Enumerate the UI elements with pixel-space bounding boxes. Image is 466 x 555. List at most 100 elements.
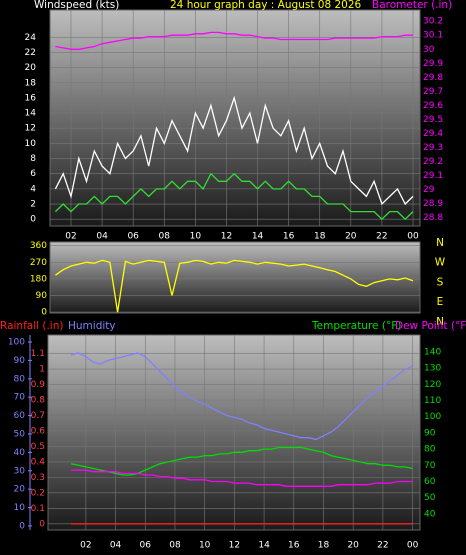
y-tick-label: 0.9 bbox=[31, 380, 46, 390]
y2-tick-label: 29.2 bbox=[423, 157, 443, 167]
y3-tick-label: 60 bbox=[14, 411, 26, 421]
y3-tick-label: 80 bbox=[14, 374, 26, 384]
y-tick-label: 0.2 bbox=[31, 488, 45, 498]
x-tick-label: 22 bbox=[377, 541, 388, 551]
y-tick-label: 0.6 bbox=[31, 426, 46, 436]
y2-tick-label: 29.1 bbox=[423, 171, 443, 181]
y2-tick-label: 90 bbox=[424, 428, 436, 438]
y-tick-label: 22 bbox=[25, 48, 36, 58]
x-tick-label: 02 bbox=[65, 232, 76, 242]
y3-tick-label: 90 bbox=[14, 356, 26, 366]
direction-label: S bbox=[437, 276, 444, 288]
y-tick-label: 0.8 bbox=[31, 396, 46, 406]
x-tick-label: 18 bbox=[318, 541, 330, 551]
y-tick-label: 0 bbox=[30, 215, 36, 225]
y-tick-label: 0.3 bbox=[31, 473, 45, 483]
series-line bbox=[55, 259, 414, 313]
x-tick-label: 12 bbox=[229, 541, 240, 551]
y-tick-label: 4 bbox=[30, 184, 36, 194]
x-tick-label: 10 bbox=[199, 541, 211, 551]
x-tick-label: 16 bbox=[288, 541, 300, 551]
y-tick-label: 18 bbox=[25, 78, 37, 88]
x-tick-label: 14 bbox=[252, 232, 264, 242]
x-tick-label: 20 bbox=[345, 232, 357, 242]
y2-tick-label: 80 bbox=[424, 445, 436, 455]
y2-tick-label: 29 bbox=[423, 185, 435, 195]
series-line bbox=[54, 95, 414, 206]
series-line bbox=[70, 446, 413, 476]
y2-axis-label: Barometer (.in) bbox=[372, 0, 452, 11]
y2-tick-label: 100 bbox=[424, 412, 441, 422]
x-tick-label: 18 bbox=[314, 232, 326, 242]
chart-title: 24 hour graph day : August 08 2026 bbox=[170, 0, 362, 11]
y2-tick-label: 60 bbox=[424, 477, 436, 487]
legend-label: Temperature (°F) bbox=[311, 320, 401, 332]
direction-label: N bbox=[436, 237, 444, 249]
x-tick-label: 14 bbox=[258, 541, 270, 551]
y3-tick-label: 40 bbox=[14, 448, 26, 458]
y3-tick-label: 10 bbox=[14, 503, 26, 513]
legend-label: Humidity bbox=[68, 320, 116, 332]
x-tick-label: 06 bbox=[127, 232, 139, 242]
x-tick-label: 12 bbox=[221, 232, 232, 242]
y3-tick-label: 20 bbox=[14, 485, 26, 495]
y3-tick-label: 50 bbox=[14, 429, 26, 439]
y-tick-label: 16 bbox=[25, 93, 37, 103]
y-tick-label: 0 bbox=[41, 308, 47, 318]
y2-tick-label: 29.4 bbox=[423, 129, 443, 139]
x-tick-label: 10 bbox=[190, 232, 202, 242]
series-line bbox=[71, 469, 413, 487]
y-tick-label: 6 bbox=[30, 169, 36, 179]
y3-tick-label: 30 bbox=[14, 466, 26, 476]
x-tick-label: 06 bbox=[140, 541, 152, 551]
y2-tick-label: 29.6 bbox=[423, 101, 443, 111]
y-tick-label: 0 bbox=[39, 519, 45, 529]
x-tick-label: 02 bbox=[80, 541, 91, 551]
y2-tick-label: 40 bbox=[424, 509, 436, 519]
y-tick-label: 14 bbox=[25, 109, 37, 119]
x-tick-label: 04 bbox=[110, 541, 122, 551]
y-tick-label: 0.1 bbox=[31, 504, 45, 514]
y-tick-label: 0.4 bbox=[31, 457, 46, 467]
y2-tick-label: 140 bbox=[424, 347, 441, 357]
y2-tick-label: 28.9 bbox=[423, 199, 443, 209]
direction-label: W bbox=[435, 257, 446, 269]
y-tick-label: 90 bbox=[36, 291, 48, 301]
y-tick-label: 2 bbox=[30, 200, 36, 210]
y2-tick-label: 29.7 bbox=[423, 87, 443, 97]
y2-tick-label: 50 bbox=[424, 493, 436, 503]
y2-tick-label: 29.8 bbox=[423, 73, 443, 83]
y-tick-label: 8 bbox=[30, 154, 36, 164]
x-tick-label: 08 bbox=[169, 541, 181, 551]
plot-area bbox=[49, 9, 421, 227]
y2-tick-label: 29.3 bbox=[423, 143, 443, 153]
y3-tick-label: 100 bbox=[8, 337, 25, 347]
x-tick-label: 20 bbox=[347, 541, 359, 551]
series-line bbox=[54, 172, 414, 221]
y-tick-label: 20 bbox=[25, 63, 37, 73]
y3-tick-label: 70 bbox=[14, 393, 26, 403]
direction-label: E bbox=[437, 296, 444, 308]
y2-tick-label: 110 bbox=[424, 396, 441, 406]
legend-label: Dew Point (°F) bbox=[395, 320, 466, 332]
y-tick-label: 180 bbox=[30, 274, 47, 284]
y2-tick-label: 30.1 bbox=[423, 31, 443, 41]
y3-tick-label: 0 bbox=[19, 521, 25, 531]
x-tick-label: 22 bbox=[376, 232, 387, 242]
y2-tick-label: 130 bbox=[424, 364, 441, 374]
y-tick-label: 1.1 bbox=[31, 349, 45, 359]
y-tick-label: 0.5 bbox=[31, 442, 45, 452]
y2-tick-label: 29.5 bbox=[423, 115, 443, 125]
y-tick-label: 0.7 bbox=[31, 411, 45, 421]
y-tick-label: 360 bbox=[30, 241, 47, 251]
y2-tick-label: 29.9 bbox=[423, 59, 443, 69]
y2-tick-label: 70 bbox=[424, 461, 436, 471]
plot-area bbox=[47, 334, 421, 531]
y-tick-label: 24 bbox=[25, 33, 37, 43]
y-tick-label: 10 bbox=[25, 139, 37, 149]
y-tick-label: 12 bbox=[25, 124, 36, 134]
x-tick-label: 04 bbox=[96, 232, 108, 242]
y2-tick-label: 30.2 bbox=[423, 17, 443, 27]
direction-label: N bbox=[436, 316, 444, 328]
